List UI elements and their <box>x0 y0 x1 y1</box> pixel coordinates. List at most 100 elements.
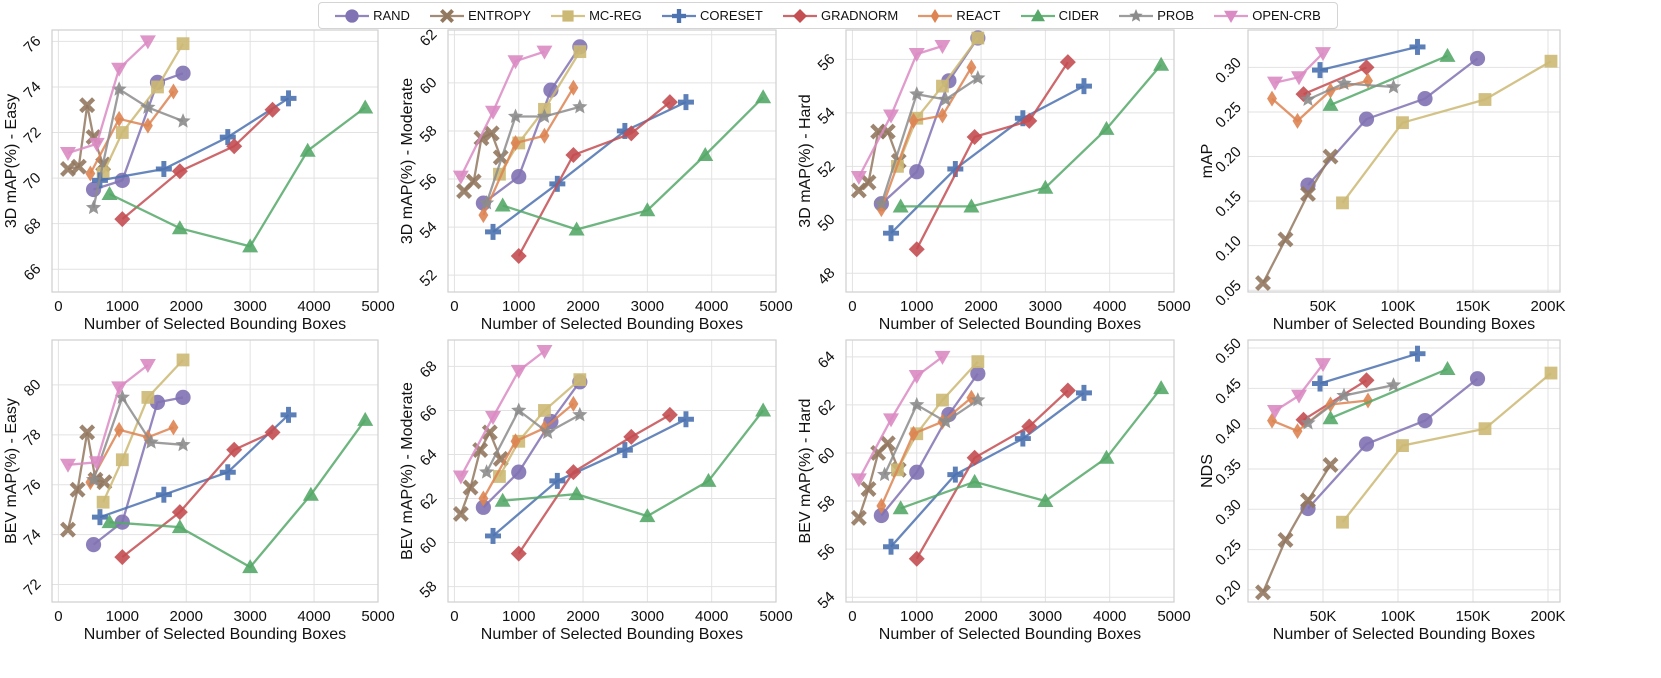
data-point-coreset <box>1312 62 1328 79</box>
chart-panel-bev-map-hard: 0 1000 2000 3000 4000 5000 54 56 58 60 62 64 Number … <box>797 339 1191 643</box>
series-line-rand <box>93 72 184 191</box>
y-tick-label: 56 <box>417 170 441 194</box>
legend-label: PROB <box>1157 8 1195 23</box>
data-point-cider <box>1037 179 1054 194</box>
data-point-mc-reg <box>96 495 110 509</box>
data-point-cider <box>700 472 717 487</box>
data-point-react <box>876 497 887 514</box>
data-point-prob <box>1336 387 1352 403</box>
data-point-gradnorm <box>226 441 243 458</box>
series-prob <box>1300 377 1402 430</box>
series-prob <box>85 389 191 487</box>
x-tick-label: 0 <box>450 608 458 625</box>
data-point-prob <box>536 108 553 123</box>
data-point-open-crb <box>510 364 527 379</box>
data-point-react <box>1292 423 1303 440</box>
data-point-prob <box>938 413 954 429</box>
data-point-mc-reg <box>115 126 129 139</box>
data-point-rand <box>511 169 527 185</box>
data-point-entropy <box>79 97 96 114</box>
legend-item-cider: CIDER <box>1020 8 1099 24</box>
data-point-gradnorm <box>114 549 131 566</box>
data-point-open-crb <box>111 381 128 396</box>
data-point-coreset <box>1075 78 1092 95</box>
data-point-coreset <box>280 90 297 107</box>
series-react <box>1267 392 1373 440</box>
y-tick-label: 60 <box>815 444 839 468</box>
legend-swatch-cider <box>1020 8 1055 21</box>
y-tick-label: 0.25 <box>1212 536 1245 569</box>
legend-marker-prob <box>1129 8 1143 22</box>
data-point-prob <box>970 392 986 407</box>
x-tick-label: 200K <box>1530 608 1565 625</box>
data-point-cider <box>1439 361 1456 376</box>
data-point-entropy <box>465 173 482 190</box>
series-line-coreset <box>890 85 1085 235</box>
y-tick-label: 68 <box>417 358 441 382</box>
y-tick-label: 80 <box>21 376 45 400</box>
data-point-gradnorm <box>264 101 281 118</box>
x-tick-label: 150K <box>1455 608 1490 625</box>
x-tick-label: 4000 <box>297 608 330 625</box>
series-line-open-crb <box>857 355 944 480</box>
data-point-cider <box>171 220 188 235</box>
series-coreset <box>1312 38 1426 79</box>
y-tick-label: 74 <box>21 78 45 102</box>
series-line-entropy <box>1261 464 1332 593</box>
data-point-gradnorm <box>565 146 582 163</box>
data-point-prob <box>1385 377 1402 392</box>
data-point-mc-reg <box>971 31 985 45</box>
data-point-entropy <box>60 161 76 177</box>
x-tick-label: 5000 <box>361 608 394 625</box>
series-line-open-crb <box>67 364 149 466</box>
data-point-react <box>510 433 521 450</box>
y-tick-label: 0.45 <box>1212 375 1245 408</box>
x-tick-label: 5000 <box>1157 298 1190 315</box>
data-point-gradnorm <box>908 550 925 567</box>
series-cider <box>101 99 374 253</box>
data-point-coreset <box>1409 38 1426 55</box>
data-point-cider <box>966 473 983 488</box>
series-line-rand <box>92 396 184 546</box>
x-tick-label: 3000 <box>1029 298 1062 315</box>
series-line-prob <box>883 399 979 476</box>
data-point-gradnorm <box>908 241 925 258</box>
plot-frame <box>1247 339 1561 603</box>
data-point-entropy <box>850 509 867 526</box>
data-point-open-crb <box>485 411 502 426</box>
x-tick-label: 50K <box>1310 298 1337 315</box>
data-point-coreset <box>616 442 633 459</box>
data-point-cider <box>568 221 585 236</box>
series-entropy <box>1255 148 1339 292</box>
data-point-prob <box>1336 75 1352 90</box>
legend-label: REACT <box>956 8 1001 23</box>
legend-label: OPEN-CRB <box>1252 8 1321 23</box>
data-point-rand <box>475 499 491 515</box>
data-point-rand <box>175 389 191 405</box>
data-point-cider <box>242 559 259 574</box>
data-point-entropy <box>1277 231 1294 248</box>
series-line-gradnorm <box>1302 379 1368 421</box>
data-point-react <box>168 419 179 436</box>
series-line-coreset <box>1319 45 1418 72</box>
data-point-coreset <box>549 472 566 489</box>
x-tick-label: 1000 <box>502 608 535 625</box>
data-point-open-crb <box>59 458 76 473</box>
series-entropy <box>452 424 509 522</box>
data-point-react <box>1292 112 1303 129</box>
data-point-gradnorm <box>1059 382 1076 399</box>
x-tick-label: 3000 <box>631 298 664 315</box>
data-point-mc-reg <box>573 45 587 59</box>
data-point-prob <box>873 195 889 211</box>
y-tick-label: 54 <box>815 104 839 128</box>
data-point-prob <box>85 199 102 215</box>
data-point-entropy <box>1300 492 1316 509</box>
data-point-cider <box>1322 410 1339 425</box>
legend-marker-rand <box>345 8 359 23</box>
data-point-prob <box>114 389 130 404</box>
series-line-prob <box>485 105 581 204</box>
y-tick-label: 0.20 <box>1212 143 1245 176</box>
x-axis-label: Number of Selected Bounding Boxes <box>1273 626 1535 643</box>
x-tick-label: 0 <box>450 298 458 315</box>
data-point-cider <box>1098 449 1115 464</box>
